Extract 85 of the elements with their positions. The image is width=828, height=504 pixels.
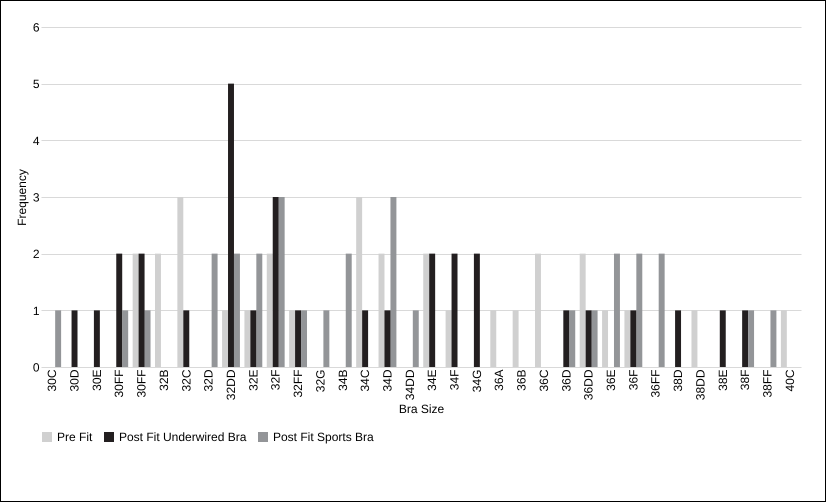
x-tick-label: 36D bbox=[559, 369, 574, 392]
bar bbox=[563, 310, 570, 367]
bar bbox=[362, 310, 368, 367]
bar bbox=[630, 310, 636, 367]
x-tick-label: 36A bbox=[492, 370, 506, 391]
x-tick-label: 36FF bbox=[648, 370, 663, 398]
x-tick-label: 38DD bbox=[693, 369, 708, 400]
bar bbox=[636, 254, 642, 367]
y-tick-label: 6 bbox=[32, 20, 40, 34]
y-axis-title: Frequency bbox=[14, 169, 29, 226]
x-tick-label: 38D bbox=[671, 369, 686, 392]
x-tick-label: 36DD bbox=[582, 369, 596, 400]
x-tick-label: 32B bbox=[156, 370, 171, 391]
bar bbox=[658, 254, 665, 367]
bar bbox=[429, 254, 436, 367]
x-tick-label: 30FF bbox=[112, 370, 126, 398]
bar bbox=[384, 310, 390, 367]
bar bbox=[212, 254, 218, 367]
bar bbox=[278, 197, 285, 367]
y-tick-label: 2 bbox=[32, 247, 40, 262]
bar bbox=[116, 254, 122, 367]
bar bbox=[323, 310, 330, 367]
bar bbox=[452, 254, 458, 367]
bar bbox=[55, 310, 62, 367]
bar bbox=[346, 254, 352, 367]
bar bbox=[592, 310, 598, 367]
x-tick-label: 34DD bbox=[402, 369, 417, 400]
x-tick-label: 32E bbox=[246, 370, 260, 391]
x-tick-label: 34E bbox=[425, 370, 440, 391]
bar bbox=[94, 310, 100, 367]
bar bbox=[72, 310, 78, 367]
bar bbox=[234, 254, 240, 367]
x-tick-label: 40C bbox=[782, 369, 797, 392]
bar bbox=[295, 310, 302, 367]
bar bbox=[228, 84, 234, 367]
bar bbox=[569, 310, 576, 367]
x-axis-title: Bra Size bbox=[398, 402, 444, 416]
bar bbox=[586, 310, 592, 367]
bar bbox=[675, 310, 682, 367]
y-tick-label: 5 bbox=[32, 77, 40, 92]
x-tick-label: 32FF bbox=[291, 370, 306, 398]
x-tick-label: 34G bbox=[470, 370, 484, 392]
x-tick-label: 34C bbox=[358, 369, 372, 392]
x-tick-label: 32DD bbox=[224, 369, 238, 400]
y-tick-label: 4 bbox=[32, 134, 40, 148]
x-tick-label: 38E bbox=[716, 370, 730, 391]
bar bbox=[256, 254, 262, 367]
x-tick-label: 32F bbox=[268, 370, 283, 390]
legend-label: Pre Fit bbox=[57, 430, 94, 444]
x-tick-label: 32G bbox=[313, 370, 328, 392]
bar bbox=[614, 254, 620, 367]
x-tick-label: 30FF bbox=[134, 370, 149, 398]
bar bbox=[412, 310, 419, 367]
x-tick-label: 38F bbox=[738, 370, 752, 390]
bar bbox=[390, 197, 396, 367]
bar bbox=[748, 310, 754, 367]
y-tick-label: 1 bbox=[32, 304, 40, 318]
x-tick-label: 36B bbox=[514, 370, 529, 391]
x-tick-label: 38FF bbox=[760, 370, 774, 398]
x-tick-label: 36F bbox=[626, 370, 640, 390]
bar bbox=[770, 310, 776, 367]
x-tick-label: 36E bbox=[604, 370, 618, 391]
y-tick-label: 0 bbox=[32, 360, 40, 374]
x-tick-label: 32D bbox=[202, 369, 216, 392]
y-tick-label: 3 bbox=[32, 190, 40, 204]
x-tick-label: 30D bbox=[68, 369, 82, 392]
x-tick-label: 32C bbox=[179, 369, 194, 392]
bar bbox=[301, 310, 307, 367]
bar bbox=[272, 197, 279, 367]
bar bbox=[742, 310, 748, 367]
bar bbox=[144, 310, 151, 367]
x-tick-label: 34D bbox=[380, 369, 394, 392]
x-tick-label: 30E bbox=[90, 370, 104, 391]
bar bbox=[474, 254, 480, 367]
x-tick-label: 36C bbox=[536, 369, 551, 392]
bar bbox=[250, 310, 256, 367]
legend-label: Post Fit Sports Bra bbox=[273, 430, 374, 444]
x-tick-label: 30C bbox=[45, 369, 60, 392]
legend-label: Post Fit Underwired Bra bbox=[119, 430, 247, 444]
bar bbox=[183, 310, 190, 367]
bar bbox=[122, 310, 128, 367]
x-tick-label: 34B bbox=[336, 370, 350, 391]
x-tick-label: 34F bbox=[448, 370, 462, 390]
bar bbox=[138, 254, 145, 367]
bar bbox=[720, 310, 726, 367]
